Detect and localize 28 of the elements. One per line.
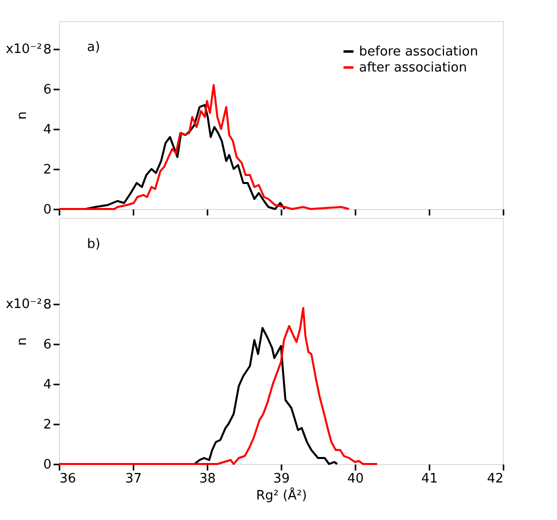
line-series (193, 327, 338, 465)
x-tick-label: 41 (421, 472, 438, 486)
x-tick-label: 39 (273, 472, 290, 486)
x-tick-label: 38 (199, 472, 216, 486)
x-axis-title: Rg² (Å²) (256, 486, 307, 504)
y-axis-title: n (15, 337, 30, 346)
y-tick-label: 2 (43, 418, 52, 432)
x-tick-label: 36 (60, 472, 76, 486)
text: x10⁻² (6, 42, 42, 57)
y-tick-label: 6 (43, 82, 52, 98)
line-series (58, 307, 378, 465)
y-tick-label: 0 (43, 458, 52, 472)
legend-label: before association (359, 44, 478, 60)
x-tick-label: 37 (125, 472, 142, 486)
y-tick-label: 2 (43, 162, 52, 178)
y-tick-label: 4 (43, 378, 52, 392)
y-tick-label: 8 (43, 298, 52, 312)
annotation: b) (87, 237, 100, 252)
legend-label: after association (359, 60, 467, 76)
y-tick-label: 6 (43, 338, 52, 352)
y-tick-label: 4 (43, 122, 52, 138)
x-tick-label: 40 (347, 472, 364, 486)
x-tick-label: 42 (486, 472, 504, 486)
annotation: a) (87, 40, 100, 55)
y-tick-label: 8 (43, 42, 52, 58)
text: x10⁻² (6, 297, 42, 312)
y-tick-label: 0 (43, 202, 52, 218)
y-axis-title: n (15, 111, 30, 120)
